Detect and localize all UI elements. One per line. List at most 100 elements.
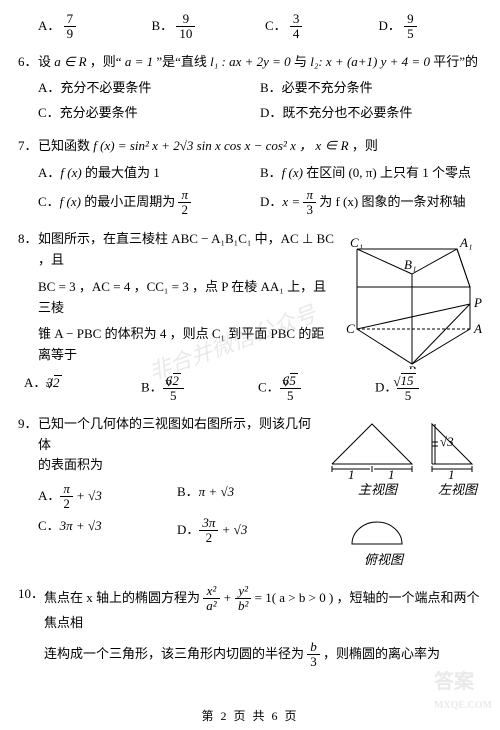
fv-1a: 1 bbox=[348, 467, 355, 482]
q9-opt-a: A．π2 + √3 bbox=[38, 480, 177, 514]
fig-a1: A₁ bbox=[459, 235, 472, 250]
q7a-mid: f (x) bbox=[60, 165, 81, 180]
opt-d-num: 9 bbox=[404, 12, 417, 27]
q6-t5: 平行”的 bbox=[430, 54, 478, 69]
q7-opt-d: D．x = π3 为 f (x) 图象的一条对称轴 bbox=[260, 186, 482, 220]
q7b-post: 在区间 (0, π) 上只有 1 个零点 bbox=[303, 165, 471, 180]
q10-rd: 3 bbox=[307, 655, 320, 669]
opt-a-label: A． bbox=[38, 18, 60, 33]
q10-stem: 焦点在 x 轴上的椭圆方程为 x²a² + y²b² = 1( a > b > … bbox=[44, 584, 482, 670]
q7d-n: π bbox=[303, 188, 316, 203]
q8-opt-a: A．32 bbox=[24, 373, 131, 404]
q7c-n: π bbox=[178, 188, 191, 203]
q10-t2a: 连构成一个三角形，该三角形内切圆的半径为 bbox=[44, 646, 307, 661]
question-6: 6． 设 a ∈ R ，则“ a = 1 ”是“直线 l₁ : ax + 2y … bbox=[18, 52, 482, 126]
q10-rn: b bbox=[307, 640, 320, 655]
q7d-mid: 为 f (x) 图象的一条对称轴 bbox=[316, 193, 466, 208]
sv-1: 1 bbox=[448, 467, 455, 482]
q7-opt-b: B．f (x) 在区间 (0, π) 上只有 1 个零点 bbox=[260, 161, 482, 186]
q9-stem: 已知一个几何体的三视图如右图所示，则该几何体 的表面积为 bbox=[38, 414, 316, 476]
q7-stem: 已知函数 f (x) = sin² x + 2√3 sin x cos x − … bbox=[38, 136, 482, 157]
opt-c-den: 4 bbox=[290, 27, 303, 41]
fig-p: P bbox=[473, 295, 482, 310]
prism-figure: C₁ A₁ B₁ P C A B bbox=[342, 229, 482, 369]
q8b-d: 5 bbox=[163, 389, 184, 403]
q8-opt-c: C．655 bbox=[258, 373, 365, 404]
q7b-pre: B． bbox=[260, 165, 282, 180]
q7-fx: f (x) = sin² x + 2√3 sin x cos x − cos² … bbox=[93, 138, 348, 153]
q6-t2: ，则“ bbox=[87, 54, 125, 69]
q8c-l: C． bbox=[258, 379, 280, 394]
fig-a: A bbox=[473, 321, 482, 336]
q8-l2: BC = 3 ，AC = 4 ，CC₁ = 3 ，点 P 在棱 AA₁ 上，且三… bbox=[38, 277, 336, 319]
q8b-s: 2 bbox=[173, 373, 181, 387]
question-10: 10． 焦点在 x 轴上的椭圆方程为 x²a² + y²b² = 1( a > … bbox=[18, 584, 482, 670]
opt-c: C． 34 bbox=[265, 12, 369, 42]
q8d-d: 5 bbox=[397, 389, 418, 403]
q9a-d: 2 bbox=[60, 497, 73, 511]
q6-eq: a = 1 bbox=[125, 54, 153, 69]
three-view-figure: 1 1 主视图 √3 1 左视图 俯视图 bbox=[322, 414, 482, 574]
q6-opt-d: D．既不充分也不必要条件 bbox=[260, 101, 482, 126]
q6-opt-a: A．充分不必要条件 bbox=[38, 76, 260, 101]
q6-num: 6． bbox=[18, 52, 38, 73]
q8c-s: 5 bbox=[290, 373, 298, 387]
fv-1b: 1 bbox=[388, 467, 395, 482]
sv-label: 左视图 bbox=[438, 482, 479, 497]
opt-a-den: 9 bbox=[64, 27, 77, 41]
q9-num: 9． bbox=[18, 414, 38, 476]
q7c-mid: f (x) bbox=[60, 193, 81, 208]
fig-b: B bbox=[408, 363, 416, 369]
q6-a: a ∈ R bbox=[54, 54, 86, 69]
q7-t2: ，则 bbox=[349, 138, 378, 153]
question-9: 9． 已知一个几何体的三视图如右图所示，则该几何体 的表面积为 A．π2 + √… bbox=[18, 414, 482, 574]
q9d-l: D． bbox=[177, 522, 199, 537]
q6-opt-b: B．必要不充分条件 bbox=[260, 76, 482, 101]
fig-c: C bbox=[346, 321, 355, 336]
q10-b2: b² bbox=[235, 599, 251, 613]
q6-l2: l₂: x + (a+1) y + 4 = 0 bbox=[310, 54, 430, 69]
q10-y2: y² bbox=[235, 584, 251, 599]
q9b-l: B． bbox=[177, 484, 199, 499]
q7a-pre: A． bbox=[38, 165, 60, 180]
tv-label: 俯视图 bbox=[364, 552, 405, 567]
q8-stem: 如图所示，在直三棱柱 ABC − A₁B₁C₁ 中，AC ⊥ BC ，且 BC … bbox=[38, 229, 336, 366]
q6-t4: 与 bbox=[291, 54, 311, 69]
q8-l3: 锥 A − PBC 的体积为 4 ，则点 C₁ 到平面 PBC 的距离等于 bbox=[38, 324, 336, 366]
sv-sqrt3: √3 bbox=[440, 434, 454, 449]
q9a-n: π bbox=[60, 482, 73, 497]
q6-stem: 设 a ∈ R ，则“ a = 1 ”是“直线 l₁ : ax + 2y = 0… bbox=[38, 52, 482, 73]
opt-c-num: 3 bbox=[290, 12, 303, 27]
q9b-b: π + √3 bbox=[199, 484, 234, 499]
q10-num: 10． bbox=[18, 584, 44, 670]
q9d-n: 3π bbox=[199, 516, 218, 531]
opt-d-den: 5 bbox=[404, 27, 417, 41]
q10-x2: x² bbox=[203, 584, 219, 599]
q7-num: 7． bbox=[18, 136, 38, 157]
q7d-d: 3 bbox=[303, 203, 316, 217]
q9-opt-b: B．π + √3 bbox=[177, 480, 316, 514]
opt-a-num: 7 bbox=[64, 12, 77, 27]
q7d-pre: D． bbox=[260, 193, 282, 208]
q7b-mid: f (x) bbox=[282, 165, 303, 180]
q8d-s: 15 bbox=[401, 373, 415, 387]
q7c-d: 2 bbox=[178, 203, 191, 217]
q10-a2: a² bbox=[203, 599, 219, 613]
q8c-d: 5 bbox=[280, 389, 301, 403]
q7d-eq: x = bbox=[282, 193, 303, 208]
q6-t3: ”是“直线 bbox=[153, 54, 210, 69]
q9a-t: + √3 bbox=[73, 488, 102, 503]
q8a-s: 2 bbox=[54, 375, 62, 389]
q8-opt-d: D．155 bbox=[375, 373, 482, 404]
q10-plus: + bbox=[220, 590, 235, 605]
q9c-b: 3π + √3 bbox=[60, 518, 102, 533]
q8a-l: A． bbox=[24, 375, 46, 390]
q6-t1: 设 bbox=[38, 54, 54, 69]
page-footer: 第 2 页 共 6 页 bbox=[0, 707, 500, 726]
q8b-l: B． bbox=[141, 379, 163, 394]
q10-t2b: ，则椭圆的离心率为 bbox=[320, 646, 440, 661]
wm-br1: 答案 bbox=[434, 666, 492, 698]
q7-opt-c: C．f (x) 的最小正周期为 π2 bbox=[38, 186, 260, 220]
q7a-post: 的最大值为 1 bbox=[82, 165, 160, 180]
q7c-pre: C． bbox=[38, 193, 60, 208]
